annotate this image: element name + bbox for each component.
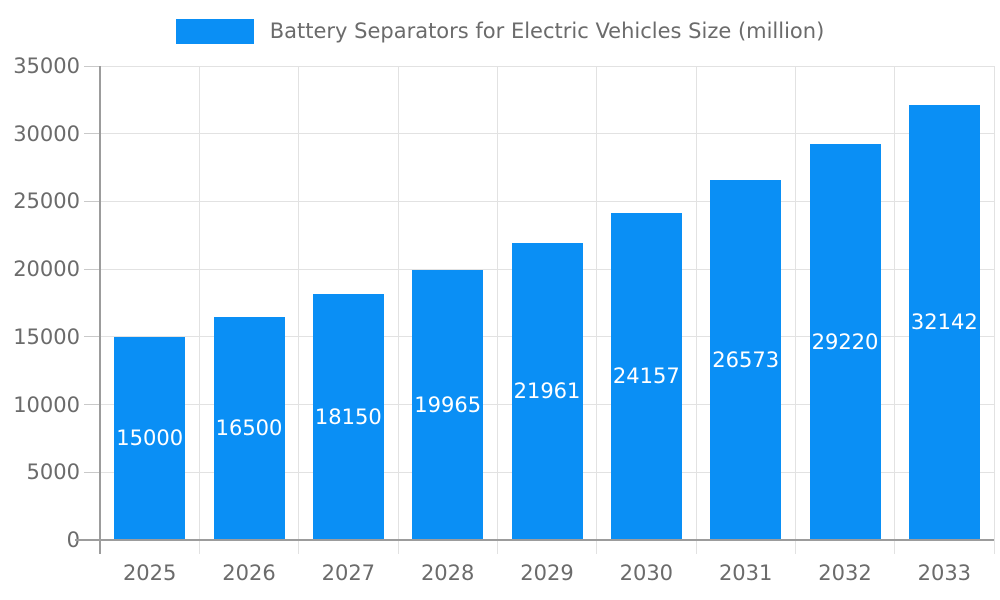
y-axis-label: 30000 — [13, 121, 80, 146]
bar-2033: 32142 — [908, 104, 980, 540]
x-axis-label: 2028 — [420, 561, 475, 585]
y-axis-tick — [84, 404, 100, 406]
y-axis-label: 20000 — [13, 257, 80, 282]
gridline-vertical — [198, 66, 200, 554]
bar-2027: 18150 — [312, 294, 384, 540]
bar-value-label: 19965 — [414, 392, 482, 417]
gridline-vertical — [596, 66, 598, 554]
gridline-vertical — [993, 66, 995, 554]
x-axis-label: 2032 — [818, 561, 872, 585]
x-axis-label: 2033 — [917, 561, 972, 585]
gridline-horizontal — [100, 200, 994, 202]
y-axis-tick — [84, 336, 100, 338]
legend: Battery Separators for Electric Vehicles… — [0, 16, 1000, 46]
x-axis-label: 2030 — [619, 561, 674, 585]
bar-value-label: 18150 — [314, 405, 382, 430]
bar-2028: 19965 — [412, 269, 484, 540]
gridline-horizontal — [100, 133, 994, 135]
x-axis-label: 2026 — [222, 561, 276, 585]
y-axis-tick — [84, 268, 100, 270]
bar-2026: 16500 — [213, 316, 285, 540]
bar-2032: 29220 — [809, 144, 881, 540]
gridline-vertical — [794, 66, 796, 554]
bar-2031: 26573 — [710, 180, 782, 540]
y-axis-label: 25000 — [13, 189, 80, 214]
x-axis-label: 2027 — [321, 561, 376, 585]
gridline-vertical — [894, 66, 896, 554]
gridline-vertical — [695, 66, 697, 554]
y-axis-label: 10000 — [13, 392, 80, 417]
y-axis-tick — [84, 200, 100, 202]
y-axis-tick — [84, 133, 100, 135]
bar-2030: 24157 — [610, 212, 682, 540]
y-axis-label: 5000 — [26, 460, 80, 485]
bar-2029: 21961 — [511, 242, 583, 540]
bar-value-label: 16500 — [215, 416, 283, 441]
y-axis-label: 0 — [66, 528, 80, 552]
y-axis-tick — [84, 65, 100, 67]
x-axis-line — [75, 539, 994, 541]
y-axis-label: 15000 — [13, 324, 80, 349]
legend-swatch — [175, 18, 254, 44]
y-axis-line — [99, 66, 101, 554]
gridline-horizontal — [100, 65, 994, 67]
x-axis-label: 2031 — [718, 561, 773, 585]
gridline-vertical — [397, 66, 399, 554]
bar-value-label: 24157 — [612, 364, 680, 389]
bar-value-label: 21961 — [513, 379, 581, 404]
x-axis-label: 2025 — [122, 561, 177, 585]
gridline-vertical — [298, 66, 300, 554]
bar-value-label: 29220 — [811, 330, 879, 355]
legend-series-label: Battery Separators for Electric Vehicles… — [269, 18, 825, 43]
bar-value-label: 32142 — [910, 310, 978, 335]
gridline-vertical — [496, 66, 498, 554]
bar-value-label: 26573 — [712, 348, 780, 373]
bar-2025: 15000 — [114, 336, 186, 540]
y-axis-tick — [84, 471, 100, 473]
y-axis-label: 35000 — [13, 54, 80, 78]
x-axis-label: 2029 — [520, 561, 574, 585]
bar-value-label: 15000 — [116, 426, 184, 451]
